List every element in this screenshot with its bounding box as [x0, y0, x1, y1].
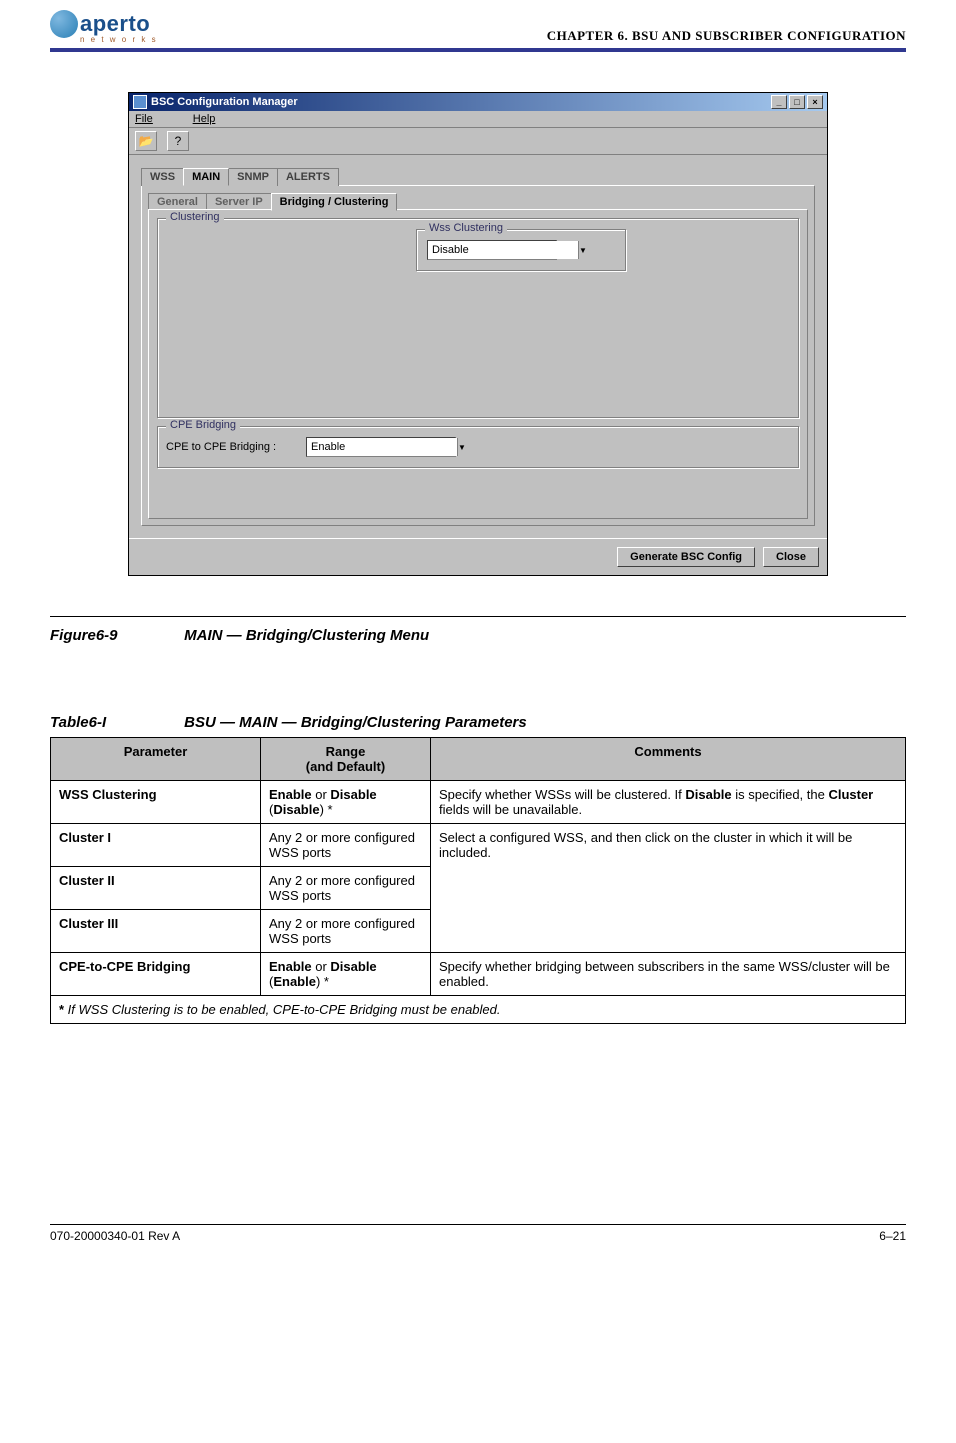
app-body: WSS MAIN SNMP ALERTS General Server IP B…	[129, 155, 827, 538]
logo-mark-icon	[50, 10, 78, 38]
chevron-down-icon[interactable]: ▼	[457, 438, 466, 456]
toolbar: 📂 ?	[129, 128, 827, 155]
logo-row: aperto	[50, 10, 158, 38]
th-parameter: Parameter	[51, 738, 261, 781]
open-icon[interactable]: 📂	[135, 131, 157, 151]
close-button[interactable]: Close	[763, 547, 819, 567]
footer-right: 6–21	[879, 1229, 906, 1243]
table-title: BSU — MAIN — Bridging/Clustering Paramet…	[184, 714, 527, 731]
table-row: Cluster IAny 2 or more config­ured WSS p…	[51, 824, 906, 867]
cell-range: Enable or Disable (Enable) *	[261, 953, 431, 996]
generate-button[interactable]: Generate BSC Config	[617, 547, 755, 567]
cell-parameter: Cluster III	[51, 910, 261, 953]
cell-parameter: CPE-to-CPE Bridging	[51, 953, 261, 996]
menu-help[interactable]: Help	[193, 113, 216, 125]
cell-parameter: Cluster II	[51, 867, 261, 910]
cell-comments: Select a configured WSS, and then click …	[431, 824, 906, 953]
sub-tabstrip: General Server IP Bridging / Clustering	[148, 192, 808, 210]
figure-caption: Figure6-9 MAIN — Bridging/Clustering Men…	[50, 627, 906, 644]
wss-clustering-select[interactable]: ▼	[427, 240, 557, 260]
page-header: aperto n e t w o r k s CHAPTER 6. BSU AN…	[50, 10, 906, 44]
group-clustering: Clustering Wss Clustering ▼	[157, 218, 799, 418]
help-icon[interactable]: ?	[167, 131, 189, 151]
tab-wss[interactable]: WSS	[141, 168, 184, 186]
cpe-bridging-select[interactable]: ▼	[306, 437, 456, 457]
header-rule	[50, 48, 906, 52]
cell-range: Any 2 or more config­ured WSS ports	[261, 910, 431, 953]
group-cpe-bridging: CPE Bridging CPE to CPE Bridging : ▼	[157, 426, 799, 468]
wss-clustering-value[interactable]	[428, 241, 578, 259]
titlebar-left: BSC Configuration Manager	[133, 95, 298, 109]
menubar: File Help	[129, 111, 827, 128]
page-footer: 070-20000340-01 Rev A 6–21	[50, 1224, 906, 1243]
cell-range: Any 2 or more config­ured WSS ports	[261, 867, 431, 910]
tab-snmp[interactable]: SNMP	[228, 168, 278, 186]
maximize-button[interactable]: □	[789, 95, 805, 109]
tab-panel-main: General Server IP Bridging / Clustering …	[141, 185, 815, 526]
window-footer: Generate BSC Config Close	[129, 538, 827, 575]
table-number: Table6-I	[50, 714, 180, 731]
table-row: WSS ClusteringEnable or Disable (Disable…	[51, 781, 906, 824]
figure-title: MAIN — Bridging/Clustering Menu	[184, 627, 429, 644]
parameter-table: Parameter Range(and Default) Comments WS…	[50, 737, 906, 1024]
minimize-button[interactable]: _	[771, 95, 787, 109]
footer-left: 070-20000340-01 Rev A	[50, 1229, 180, 1243]
page: aperto n e t w o r k s CHAPTER 6. BSU AN…	[0, 0, 956, 1273]
window-title: BSC Configuration Manager	[151, 96, 298, 108]
table-footnote-row: * If WSS Clustering is to be enabled, CP…	[51, 996, 906, 1024]
cell-range: Enable or Disable (Disable) *	[261, 781, 431, 824]
cell-comments: Specify whether WSSs will be clustered. …	[431, 781, 906, 824]
group-wss-clustering: Wss Clustering ▼	[416, 229, 626, 271]
titlebar[interactable]: BSC Configuration Manager _ □ ×	[129, 93, 827, 111]
logo-text: aperto	[80, 11, 150, 37]
cell-comments: Specify whether bridging between subscri…	[431, 953, 906, 996]
table-row: CPE-to-CPE BridgingEnable or Disable (En…	[51, 953, 906, 996]
figure-number: Figure6-9	[50, 627, 180, 644]
th-range: Range(and Default)	[261, 738, 431, 781]
cell-footnote: * If WSS Clustering is to be enabled, CP…	[51, 996, 906, 1024]
app-window: BSC Configuration Manager _ □ × File Hel…	[128, 92, 828, 576]
logo: aperto n e t w o r k s	[50, 10, 158, 44]
screenshot-container: BSC Configuration Manager _ □ × File Hel…	[50, 92, 906, 576]
subpanel-bridging: Clustering Wss Clustering ▼ CPE Bridging	[148, 209, 808, 519]
close-window-button[interactable]: ×	[807, 95, 823, 109]
th-comments: Comments	[431, 738, 906, 781]
cell-parameter: WSS Clustering	[51, 781, 261, 824]
tab-alerts[interactable]: ALERTS	[277, 168, 339, 186]
table-caption: Table6-I BSU — MAIN — Bridging/Clusterin…	[50, 714, 906, 731]
titlebar-buttons: _ □ ×	[771, 95, 823, 109]
cell-range: Any 2 or more config­ured WSS ports	[261, 824, 431, 867]
legend-clustering: Clustering	[166, 211, 224, 223]
menu-file[interactable]: File	[135, 113, 153, 125]
table-header-row: Parameter Range(and Default) Comments	[51, 738, 906, 781]
app-icon	[133, 95, 147, 109]
subtab-bridging[interactable]: Bridging / Clustering	[271, 193, 398, 211]
legend-cpe-bridging: CPE Bridging	[166, 419, 240, 431]
tab-main[interactable]: MAIN	[183, 168, 229, 186]
main-tabstrip: WSS MAIN SNMP ALERTS	[141, 167, 815, 186]
legend-wss-clustering: Wss Clustering	[425, 222, 507, 234]
cpe-bridging-value[interactable]	[307, 438, 457, 456]
logo-subtext: n e t w o r k s	[80, 35, 158, 44]
chapter-heading: CHAPTER 6. BSU AND SUBSCRIBER CONFIGURAT…	[547, 28, 906, 44]
cpe-bridging-label: CPE to CPE Bridging :	[166, 441, 296, 453]
cell-parameter: Cluster I	[51, 824, 261, 867]
figure-rule	[50, 616, 906, 617]
chevron-down-icon[interactable]: ▼	[578, 241, 587, 259]
